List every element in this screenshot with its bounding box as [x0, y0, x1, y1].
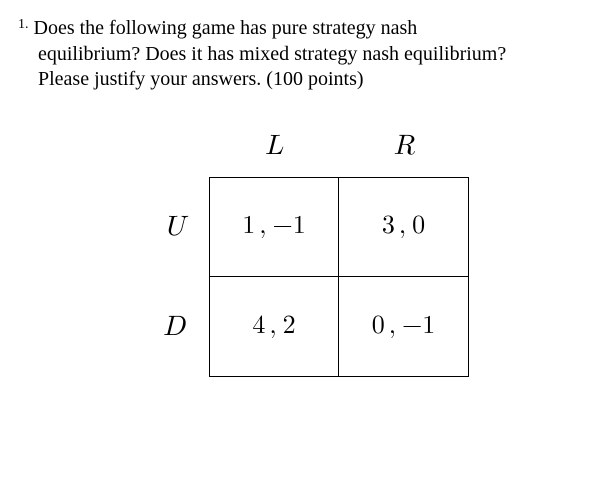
payoff-p2: 0 [412, 211, 425, 242]
cell-U-R: 3,0 [339, 177, 469, 277]
payoff-p2: −1 [273, 211, 306, 242]
question-line-3: Please justify your answers. (100 points… [38, 67, 590, 93]
row-header-U: U [139, 177, 209, 277]
payoff-p1: 4 [252, 311, 265, 342]
question-text: 1. Does the following game has pure stra… [18, 16, 590, 93]
col-header-L: L [209, 129, 339, 177]
payoff-p1: 1 [242, 211, 255, 242]
comma: , [389, 311, 396, 342]
payoff-p2: 2 [283, 311, 296, 342]
payoff-matrix: L R U 1,−1 3,0 D 4,2 0,−1 [139, 129, 469, 377]
question-number: 1. [18, 17, 29, 32]
matrix-row-U: U 1,−1 3,0 [139, 177, 469, 277]
cell-U-L: 1,−1 [209, 177, 339, 277]
question-line-2: equilibrium? Does it has mixed strategy … [38, 42, 590, 68]
comma: , [269, 311, 276, 342]
matrix-row-D: D 4,2 0,−1 [139, 277, 469, 377]
payoff-p2: −1 [402, 311, 435, 342]
payoff-matrix-container: L R U 1,−1 3,0 D 4,2 0,−1 [18, 129, 590, 377]
comma: , [259, 211, 266, 242]
row-header-D: D [139, 277, 209, 377]
question-line-1: Does the following game has pure strateg… [34, 17, 418, 39]
cell-D-R: 0,−1 [339, 277, 469, 377]
cell-D-L: 4,2 [209, 277, 339, 377]
col-header-R: R [339, 129, 469, 177]
payoff-p1: 0 [372, 311, 385, 342]
payoff-p1: 3 [382, 211, 395, 242]
column-headers: L R [209, 129, 469, 177]
comma: , [399, 211, 406, 242]
